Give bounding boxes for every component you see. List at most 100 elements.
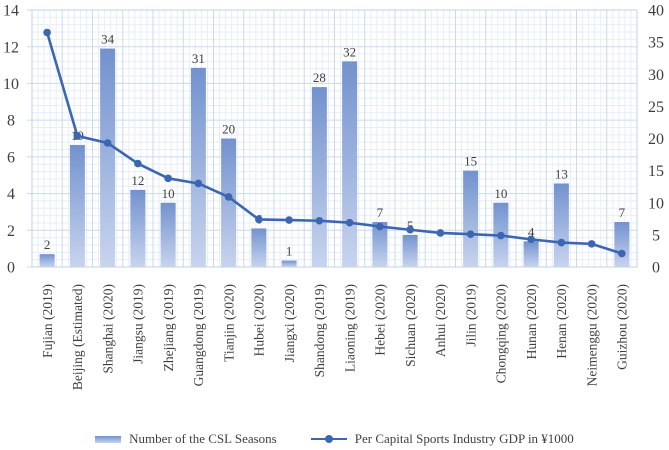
right-tick-label: 10	[648, 195, 664, 212]
line-marker-shandong-2019	[315, 216, 324, 225]
bar-zhejiang-2019	[160, 202, 176, 267]
left-tick-label: 12	[3, 39, 19, 56]
bar-value-label: 15	[464, 154, 477, 169]
category-label-hebei-2020: Hebei (2020)	[373, 284, 388, 356]
line-marker-jiangxi-2020	[285, 216, 293, 224]
right-tick-label: 15	[648, 163, 664, 180]
line-marker-anhui-2020	[436, 229, 445, 237]
line-series-swatch-icon	[310, 435, 347, 444]
left-tick-label: 2	[7, 223, 15, 240]
bar-jilin-2019	[463, 170, 479, 267]
bar-jiangxi-2020	[281, 260, 297, 267]
bar-jiangsu-2019	[130, 189, 146, 267]
category-label-guizhou-2020: Guizhou (2020)	[615, 284, 630, 370]
line-marker-hebei-2020	[376, 222, 384, 231]
bar-value-label: 13	[555, 166, 568, 181]
category-label-hunan-2020: Hunan (2020)	[524, 284, 539, 359]
bar-value-label: 2	[44, 237, 51, 252]
bar-guangdong-2019	[190, 67, 206, 267]
legend-item-bars: Number of the CSL Seasons	[95, 431, 277, 447]
gdp-line	[45, 31, 624, 255]
category-label-jiangxi-2020: Jiangxi (2020)	[282, 284, 297, 362]
category-label-jiangsu-2019: Jiangsu (2019)	[131, 284, 146, 364]
bar-value-label: 4	[528, 224, 535, 239]
left-tick-label: 6	[7, 149, 15, 166]
bar-value-label: 5	[407, 218, 414, 233]
major-gridlines	[27, 9, 637, 268]
line-marker-hubei-2020	[255, 215, 263, 224]
line-marker-jiangsu-2019	[134, 159, 142, 168]
line-marker-icon	[324, 435, 333, 444]
legend-item-line: Per Capital Sports Industry GDP in ¥1000	[310, 431, 574, 447]
category-label-shandong-2019: Shandong (2019)	[312, 284, 327, 377]
bar-henan-2020	[553, 183, 569, 267]
category-label-anhui-2020: Anhui (2020)	[433, 284, 448, 357]
bar-value-label: 28	[313, 70, 326, 85]
category-label-neimenggu-2020: Neimenggu (2020)	[584, 284, 599, 386]
right-tick-label: 30	[648, 67, 664, 84]
category-label-henan-2020: Henan (2020)	[554, 284, 569, 359]
category-label-shanghai-2020: Shanghai (2020)	[100, 284, 115, 374]
left-tick-label: 14	[3, 3, 19, 20]
category-label-jilin-2019: Jilin (2019)	[463, 284, 478, 347]
bar-series-label: Number of the CSL Seasons	[129, 431, 277, 446]
left-tick-label: 8	[7, 113, 15, 130]
left-tick-label: 4	[7, 186, 15, 203]
category-label-tianjin-2020: Tianjin (2020)	[221, 284, 236, 362]
right-tick-label: 0	[652, 260, 660, 277]
right-tick-label: 25	[648, 99, 664, 116]
bar-series	[39, 48, 630, 268]
bar-value-label: 7	[619, 205, 626, 220]
right-axis-ticks: 0 5 10 15 20 25 30 35 40	[648, 3, 664, 277]
legend: Number of the CSL Seasons Per Capital Sp…	[0, 431, 669, 447]
bar-value-label: 7	[377, 205, 384, 220]
bar-series-swatch-icon	[95, 435, 122, 443]
bar-hubei-2020	[251, 228, 267, 267]
line-marker-chongqing-2020	[497, 231, 505, 240]
bar-value-label: 20	[222, 122, 235, 137]
line-marker-hunan-2020	[527, 235, 535, 244]
line-marker-fujian-2019	[43, 28, 51, 37]
left-axis-ticks: 0 2 4 6 8 10 12 14	[3, 3, 19, 277]
left-tick-label: 0	[7, 260, 15, 277]
bar-guizhou-2020	[614, 222, 630, 267]
line-series-label: Per Capital Sports Industry GDP in ¥1000	[354, 431, 574, 446]
category-label-beijing-estimated: Beijing (Estimated)	[70, 284, 85, 390]
bar-value-label: 34	[101, 32, 115, 47]
line-marker-zhejiang-2019	[164, 174, 172, 183]
line-marker-henan-2020	[557, 238, 566, 247]
category-label-zhejiang-2019: Zhejiang (2019)	[161, 284, 176, 371]
line-marker-beijing-estimated	[73, 132, 82, 140]
bar-value-label: 12	[131, 173, 144, 188]
line-markers	[43, 28, 626, 258]
line-marker-sichuan-2020	[406, 225, 414, 234]
right-tick-label: 5	[652, 227, 660, 244]
category-label-chongqing-2020: Chongqing (2020)	[494, 284, 509, 383]
line-marker-tianjin-2020	[224, 193, 233, 201]
line-marker-neimenggu-2020	[587, 240, 596, 248]
bar-value-label: 10	[162, 186, 175, 201]
bar-shanghai-2020	[100, 48, 116, 267]
bar-hebei-2020	[372, 222, 388, 267]
right-tick-label: 40	[648, 3, 664, 20]
category-label-sichuan-2020: Sichuan (2020)	[403, 284, 418, 367]
category-axis-labels: Fujian (2019) Beijing (Estimated) Shanghai…	[40, 284, 630, 390]
plot-border	[31, 9, 638, 268]
bar-fujian-2019	[39, 254, 55, 267]
bar-hunan-2020	[523, 241, 539, 267]
bar-value-label: 32	[343, 44, 356, 59]
line-marker-guangdong-2019	[194, 179, 203, 188]
bar-beijing-estimated	[69, 144, 85, 267]
category-label-liaoning-2019: Liaoning (2019)	[342, 284, 357, 372]
line-marker-liaoning-2019	[345, 218, 354, 227]
line-marker-shanghai-2020	[103, 139, 112, 147]
category-label-hubei-2020: Hubei (2020)	[252, 284, 267, 356]
bar-shandong-2019	[311, 87, 327, 267]
bar-value-label: 10	[494, 186, 507, 201]
line-marker-jilin-2019	[466, 230, 475, 239]
right-tick-label: 20	[648, 131, 664, 148]
bar-value-label: 1	[286, 244, 293, 259]
bar-value-labels: 21934121031206128327515104137	[44, 32, 626, 259]
